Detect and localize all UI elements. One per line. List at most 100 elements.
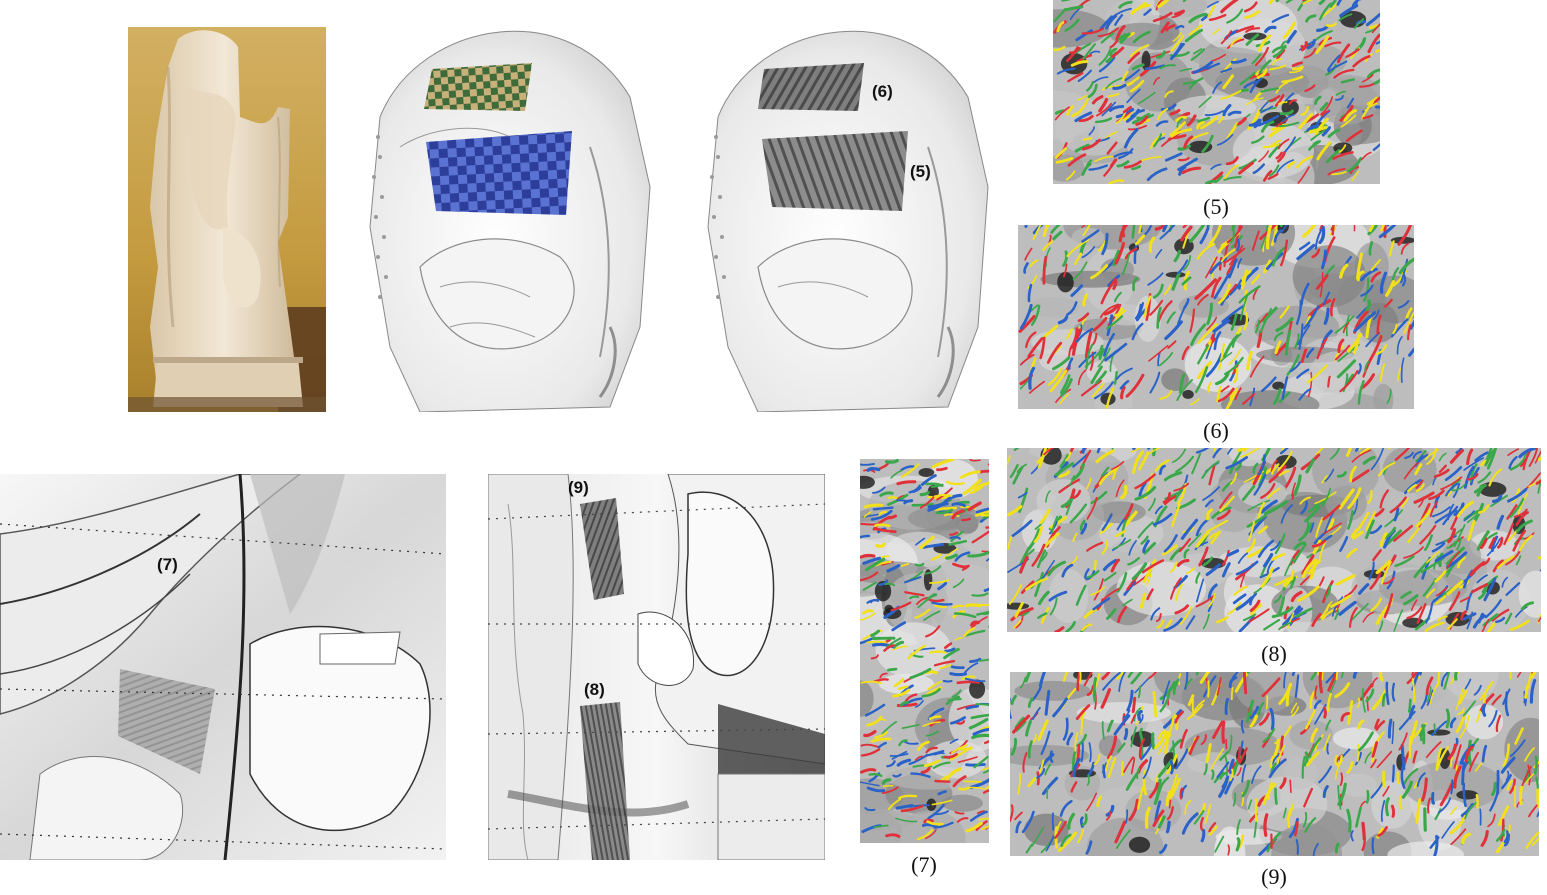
texture-stroke <box>919 535 935 550</box>
texture-stroke <box>1407 527 1420 544</box>
texture-stroke <box>935 508 954 515</box>
texture-stroke <box>892 688 910 698</box>
texture-stroke <box>1438 797 1452 814</box>
texture-stroke <box>1340 114 1357 128</box>
texture-stroke <box>1367 33 1380 54</box>
texture-stroke <box>951 689 962 698</box>
texture-stroke <box>1282 21 1297 39</box>
texture-stroke <box>1103 332 1116 357</box>
texture-stroke <box>1129 44 1150 58</box>
texture-stroke <box>1182 225 1188 229</box>
texture-stroke <box>1330 594 1351 608</box>
texture-stroke <box>1274 787 1278 805</box>
texture-stroke <box>1163 284 1172 295</box>
texture-stroke <box>1052 230 1063 241</box>
texture-stroke <box>1391 721 1395 745</box>
texture-stroke <box>1148 344 1169 362</box>
texture-stroke <box>1385 797 1390 817</box>
texture-stroke <box>1062 672 1069 682</box>
texture-stroke <box>1468 752 1479 772</box>
texture-stroke <box>1082 137 1093 141</box>
texture-stroke <box>1007 504 1023 517</box>
texture-stroke <box>1314 228 1323 250</box>
texture-stroke <box>1134 234 1146 246</box>
texture-stroke <box>1113 714 1131 736</box>
texture-stroke <box>920 766 931 775</box>
texture-stroke <box>1010 737 1018 756</box>
texture-stroke <box>1087 761 1095 777</box>
texture-stroke <box>1268 0 1275 5</box>
texture-stroke <box>1059 393 1070 405</box>
texture-stroke <box>1132 30 1151 44</box>
texture-stroke <box>1398 795 1403 810</box>
texture-stroke <box>897 685 909 691</box>
texture-stroke <box>1105 804 1115 817</box>
texture-stroke <box>1076 672 1082 692</box>
texture-stroke <box>1130 726 1137 748</box>
texture-stroke <box>1101 232 1109 256</box>
texture-stroke <box>1125 373 1145 398</box>
texture-stroke <box>1099 15 1114 30</box>
texture-stroke <box>1439 781 1454 807</box>
texture-stroke <box>864 703 886 717</box>
texture-stroke <box>886 667 898 672</box>
texture-stroke <box>1152 690 1158 718</box>
texture-stroke <box>1243 312 1249 331</box>
texture-stroke <box>1294 333 1300 349</box>
texture-stroke <box>1408 720 1418 747</box>
texture-stroke <box>1075 704 1091 720</box>
texture-stroke <box>1198 96 1212 108</box>
texture-stroke <box>1177 157 1198 171</box>
texture-stroke <box>1224 697 1230 716</box>
texture-stroke <box>1208 825 1218 836</box>
texture-stroke <box>1336 359 1357 379</box>
texture-stroke <box>1505 582 1521 596</box>
texture-stroke <box>1537 616 1541 623</box>
texture-stroke <box>1268 143 1282 158</box>
texture-stroke <box>1121 225 1126 238</box>
texture-stroke <box>1275 342 1288 356</box>
texture-stroke <box>1199 672 1211 684</box>
texture-stroke <box>1248 118 1261 127</box>
texture-stroke <box>1085 840 1093 855</box>
texture-stroke <box>1527 764 1531 786</box>
texture-stroke <box>1368 561 1375 580</box>
texture-stroke <box>1122 105 1132 114</box>
texture-stroke <box>1229 279 1243 296</box>
texture-stroke <box>983 587 989 592</box>
texture-stroke <box>1438 452 1447 462</box>
texture-stroke <box>1115 25 1126 41</box>
texture-stroke <box>1463 510 1475 522</box>
texture-stroke <box>1379 532 1388 548</box>
texture-stroke <box>1285 329 1292 356</box>
texture-stroke <box>1309 522 1315 533</box>
texture-stroke <box>1169 121 1186 136</box>
texture-stroke <box>1425 676 1434 696</box>
texture-stroke <box>1091 95 1104 105</box>
texture-stroke <box>1195 572 1201 584</box>
texture-stroke <box>1088 126 1096 136</box>
texture-stroke <box>1087 83 1098 99</box>
texture-stroke <box>1273 229 1283 243</box>
texture-stroke <box>1334 315 1355 334</box>
texture-stroke <box>1130 109 1145 118</box>
texture-stroke <box>1257 539 1275 558</box>
texture-stroke <box>1065 170 1076 181</box>
texture-stroke <box>1495 616 1506 623</box>
texture-stroke <box>1352 55 1371 68</box>
texture-stroke <box>1118 672 1126 692</box>
texture-stroke <box>1351 170 1359 182</box>
texture-stroke <box>1379 363 1386 383</box>
texture-stroke <box>911 502 934 507</box>
texture-stroke <box>1114 241 1125 265</box>
texture-stroke <box>1287 612 1295 629</box>
texture-stroke <box>1137 685 1141 699</box>
texture-stroke <box>1229 229 1235 244</box>
texture-stroke <box>1398 257 1414 275</box>
texture-stroke <box>978 817 989 821</box>
texture-stroke <box>1422 577 1437 597</box>
texture-stroke <box>1359 448 1372 455</box>
texture-stroke <box>1260 567 1274 589</box>
texture-stroke <box>886 564 901 573</box>
texture-stroke <box>981 550 989 553</box>
